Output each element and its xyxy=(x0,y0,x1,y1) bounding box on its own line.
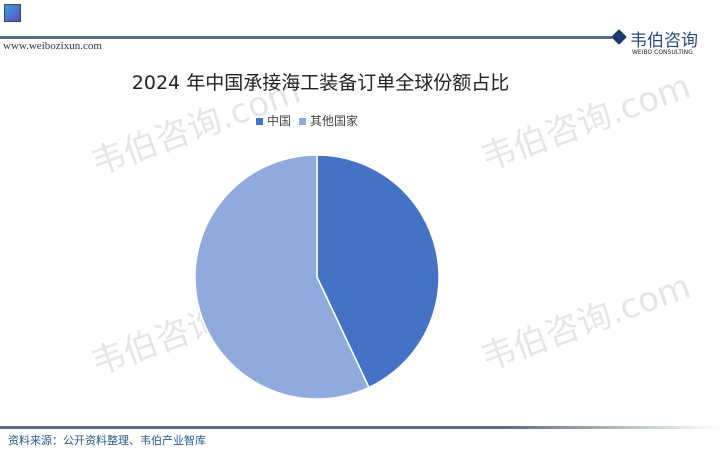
logo-en: WEIBO CONSULTING xyxy=(632,49,693,56)
pie-slice-1 xyxy=(194,154,370,400)
pie-slice-0 xyxy=(316,154,440,389)
footer-divider xyxy=(0,426,721,429)
legend-swatch xyxy=(256,118,263,125)
legend-label: 中国 xyxy=(267,114,292,128)
source-note: 资料来源：公开资料整理、韦伯产业智库 xyxy=(8,434,206,447)
logo-cn: 韦伯咨询 xyxy=(630,31,698,51)
legend-label: 其他国家 xyxy=(310,114,359,128)
chart-title: 2024 年中国承接海工装备订单全球份额占比 xyxy=(131,72,510,94)
logo-square xyxy=(4,4,21,22)
legend-swatch xyxy=(299,118,307,125)
legend-item: 其他国家 xyxy=(299,112,358,129)
legend: 中国 其他国家 xyxy=(256,112,358,129)
site-url[interactable]: www.weibozixun.com xyxy=(3,40,102,52)
header-divider xyxy=(0,36,612,39)
legend-item: 中国 xyxy=(256,112,291,129)
